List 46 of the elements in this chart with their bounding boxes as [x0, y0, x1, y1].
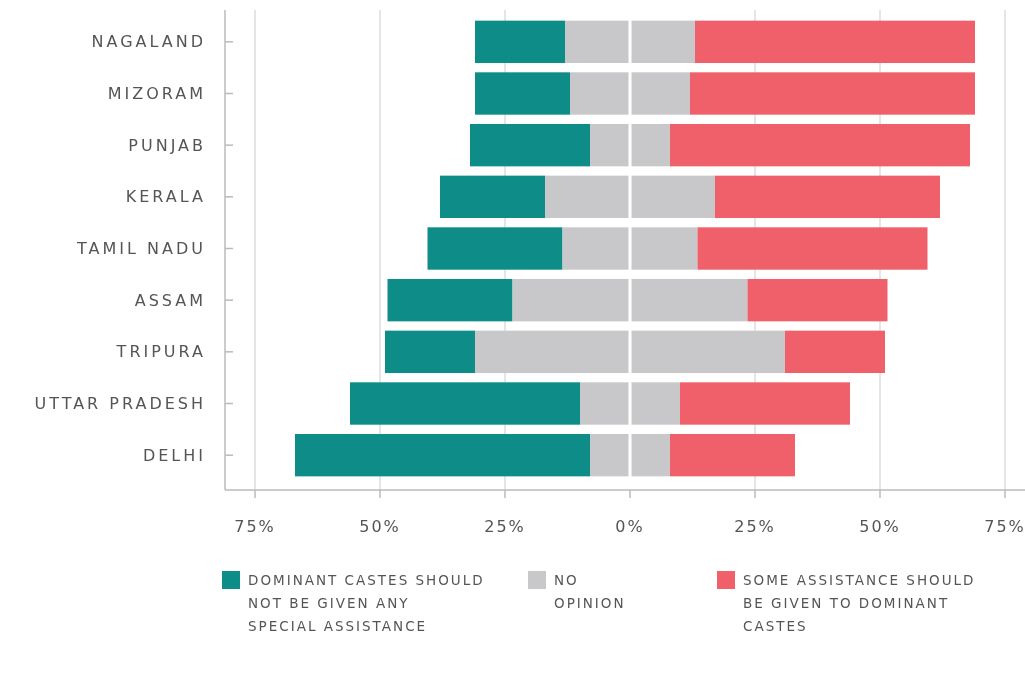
y-tick-label: PUNJAB	[128, 135, 206, 155]
bar	[440, 175, 545, 219]
bar	[350, 382, 580, 425]
y-tick-label: NAGALAND	[91, 32, 206, 52]
x-tick-label: 50%	[859, 517, 901, 536]
bar	[470, 123, 590, 167]
bar	[562, 227, 698, 270]
bar	[570, 72, 690, 115]
x-tick-label: 75%	[984, 517, 1025, 536]
bar	[475, 72, 570, 115]
bar	[695, 20, 975, 64]
bar	[295, 433, 590, 477]
y-tick-label: DELHI	[142, 445, 206, 465]
bar	[427, 227, 563, 270]
bar	[785, 330, 885, 374]
bar	[475, 20, 565, 64]
legend-label: SOME ASSISTANCE SHOULD BE GIVEN TO DOMINANT CASTES	[743, 572, 976, 634]
bar	[590, 433, 670, 477]
y-tick-label: ASSAM	[134, 290, 206, 310]
bar	[747, 278, 888, 322]
x-tick-label: 25%	[484, 517, 526, 536]
bar	[715, 175, 940, 219]
bar	[680, 382, 850, 425]
x-tick-label: 25%	[734, 517, 776, 536]
y-tick-label: UTTAR PRADESH	[34, 394, 206, 414]
x-tick-label: 50%	[359, 517, 401, 536]
bar	[475, 330, 785, 374]
bar	[580, 382, 680, 425]
bar	[690, 72, 975, 115]
y-tick-label: TAMIL NADU	[76, 239, 206, 259]
y-tick-label: TRIPURA	[115, 342, 206, 362]
bar	[385, 330, 475, 374]
bar	[590, 123, 670, 167]
bar	[670, 433, 795, 477]
bar	[387, 278, 513, 322]
bar	[512, 278, 748, 322]
y-tick-label: KERALA	[125, 187, 206, 207]
x-tick-label: 75%	[234, 517, 276, 536]
y-tick-label: MIZORAM	[107, 84, 206, 104]
legend-label: NO OPINION	[554, 572, 626, 611]
bar	[545, 175, 715, 219]
x-tick-label: 0%	[615, 517, 645, 536]
legend-label: DOMINANT CASTES SHOULD NOT BE GIVEN ANY SPECIAL ASSISTANCE	[248, 572, 485, 634]
bar	[670, 123, 970, 167]
bar	[697, 227, 928, 270]
bar	[565, 20, 695, 64]
